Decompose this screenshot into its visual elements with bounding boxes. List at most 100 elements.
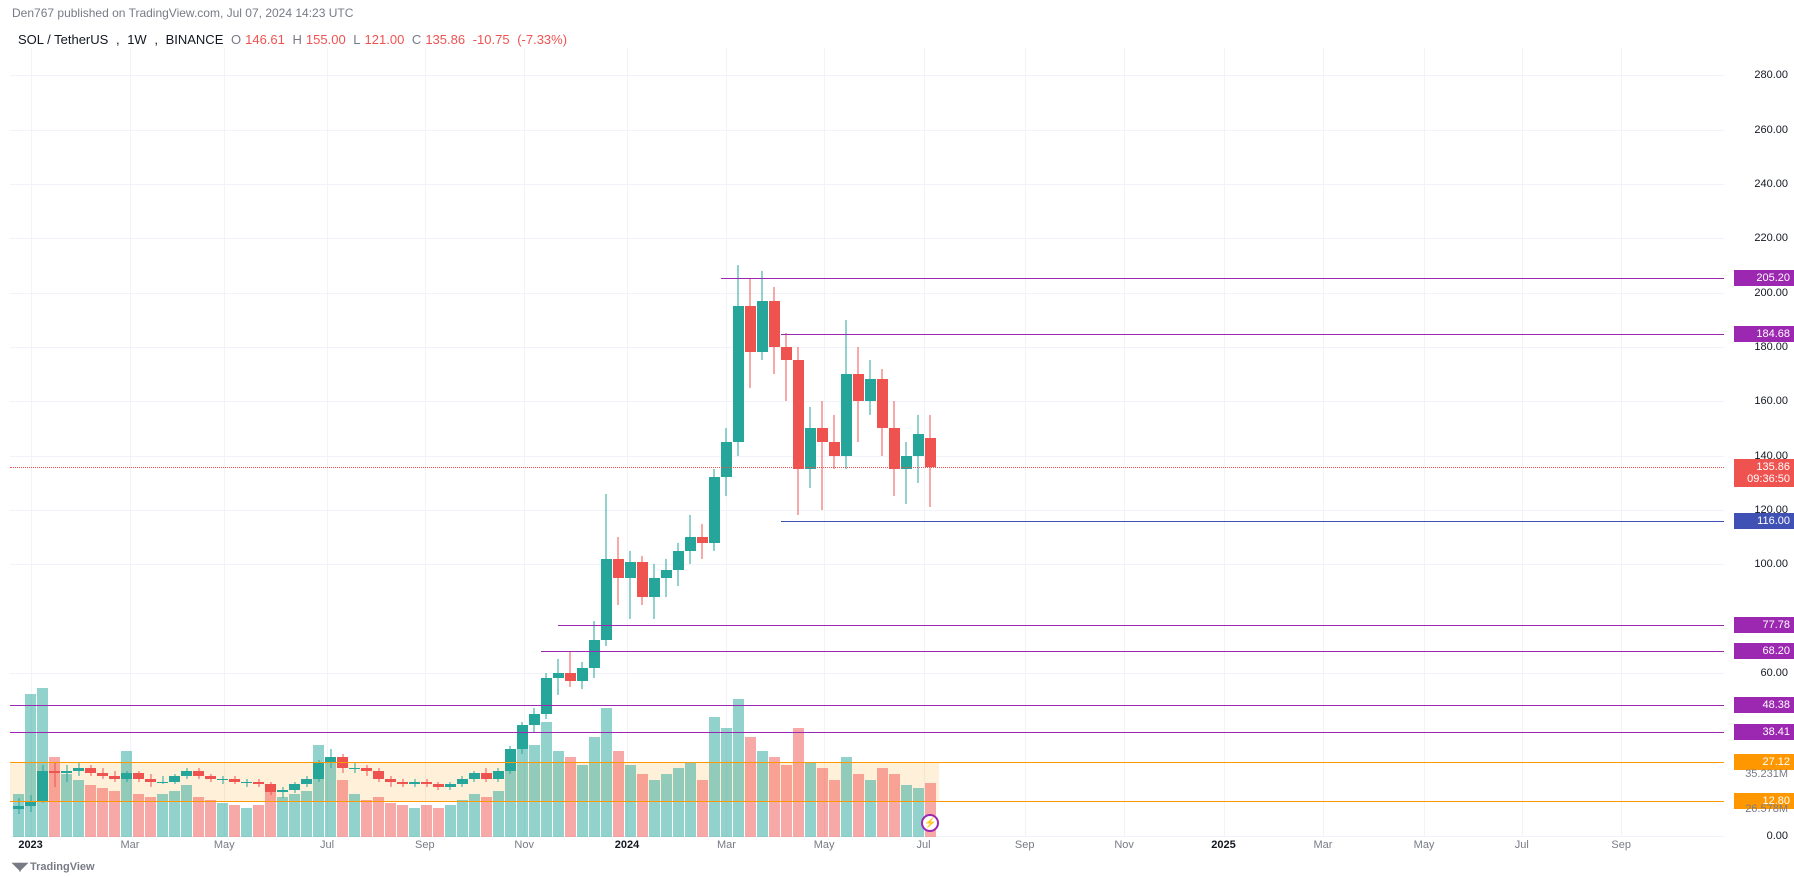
x-axis-label: Sep xyxy=(1015,839,1035,851)
candle xyxy=(121,771,132,782)
horizontal-line[interactable] xyxy=(721,278,1724,279)
volume-bar xyxy=(589,737,600,837)
ohlc-o: 146.61 xyxy=(245,32,285,47)
horizontal-line[interactable] xyxy=(781,334,1724,335)
x-axis-label: May xyxy=(214,839,235,851)
volume-bar xyxy=(649,780,660,837)
x-axis-label: 2024 xyxy=(615,839,639,851)
candle xyxy=(829,415,840,469)
exchange: BINANCE xyxy=(166,32,224,47)
candle xyxy=(397,779,408,787)
volume-bar xyxy=(145,797,156,837)
volume-bar xyxy=(733,699,744,837)
horizontal-line[interactable] xyxy=(541,651,1724,652)
publisher: Den767 xyxy=(12,6,54,20)
horizontal-line[interactable] xyxy=(10,801,1724,802)
candle xyxy=(853,347,864,442)
volume-bar xyxy=(241,808,252,837)
volume-axis-label: 35.231M xyxy=(1745,768,1788,780)
y-axis-label: 100.00 xyxy=(1754,558,1788,570)
timestamp: Jul 07, 2024 14:23 UTC xyxy=(227,6,354,20)
volume-bar xyxy=(721,728,732,837)
ohlc-l: 121.00 xyxy=(365,32,405,47)
volume-bar xyxy=(493,791,504,837)
candle xyxy=(733,265,744,455)
candle xyxy=(265,782,276,796)
volume-bar xyxy=(757,751,768,837)
candle xyxy=(817,401,828,510)
y-axis-label: 120.00 xyxy=(1754,504,1788,516)
candle xyxy=(349,763,360,774)
volume-axis-label: 26.578M xyxy=(1745,803,1788,815)
y-axis-label: 140.00 xyxy=(1754,450,1788,462)
volume-bar xyxy=(661,774,672,837)
candle xyxy=(277,787,288,798)
horizontal-line[interactable] xyxy=(10,705,1724,706)
volume-bar xyxy=(25,694,36,837)
candle xyxy=(685,515,696,564)
chart-canvas[interactable] xyxy=(10,48,1734,837)
candle xyxy=(553,659,564,694)
footer-brand: ◥◤ TradingView xyxy=(12,860,95,873)
candle xyxy=(301,776,312,787)
ohlc-h-label: H xyxy=(293,32,302,47)
candle xyxy=(157,776,168,784)
candle xyxy=(697,524,708,559)
candle xyxy=(61,765,72,781)
y-axis-label: 260.00 xyxy=(1754,124,1788,136)
candle xyxy=(745,279,756,388)
volume-bar xyxy=(673,768,684,837)
ohlc-c-label: C xyxy=(412,32,421,47)
horizontal-line[interactable] xyxy=(558,625,1724,626)
volume-bar xyxy=(889,774,900,837)
volume-bar xyxy=(193,797,204,837)
volume-bar xyxy=(865,780,876,837)
volume-bar xyxy=(697,780,708,837)
horizontal-line[interactable] xyxy=(10,732,1724,733)
candle xyxy=(229,776,240,784)
candle xyxy=(769,287,780,374)
published-on: published on TradingView.com, xyxy=(57,6,223,20)
candle xyxy=(409,779,420,787)
volume-bar xyxy=(73,780,84,837)
y-axis-label: 60.00 xyxy=(1760,667,1788,679)
volume-bar xyxy=(229,805,240,837)
candle xyxy=(577,662,588,689)
candle xyxy=(289,782,300,793)
candle xyxy=(385,776,396,787)
volume-bar xyxy=(541,722,552,837)
candle xyxy=(217,776,228,784)
volume-bar xyxy=(529,745,540,837)
candle xyxy=(709,469,720,551)
candle xyxy=(193,768,204,779)
x-axis-label: Mar xyxy=(1313,839,1332,851)
y-axis-label: 240.00 xyxy=(1754,178,1788,190)
candle xyxy=(181,768,192,779)
volume-bar xyxy=(337,780,348,837)
candle xyxy=(877,369,888,456)
candle xyxy=(97,768,108,779)
current-price-line xyxy=(10,467,1724,468)
x-axis: 2023MarMayJulSepNov2024MarMayJulSepNov20… xyxy=(10,839,1724,859)
volume-bar xyxy=(553,751,564,837)
y-axis-label: 0.00 xyxy=(1767,830,1788,842)
volume-bar xyxy=(325,757,336,837)
symbol-pair: SOL / TetherUS xyxy=(18,32,108,47)
candle xyxy=(49,763,60,787)
volume-bar xyxy=(109,791,120,837)
x-axis-label: May xyxy=(1414,839,1435,851)
candle xyxy=(145,774,156,788)
y-axis-label: 180.00 xyxy=(1754,341,1788,353)
horizontal-line[interactable] xyxy=(10,762,1724,763)
ohlc-o-label: O xyxy=(231,32,241,47)
candle xyxy=(673,543,684,586)
x-axis-label: Nov xyxy=(1114,839,1134,851)
candle xyxy=(205,774,216,782)
volume-bar xyxy=(841,757,852,837)
candle xyxy=(361,765,372,776)
horizontal-line[interactable] xyxy=(781,521,1724,522)
volume-bar xyxy=(397,805,408,837)
volume-bar xyxy=(877,768,888,837)
candle xyxy=(241,779,252,787)
candle xyxy=(109,771,120,782)
